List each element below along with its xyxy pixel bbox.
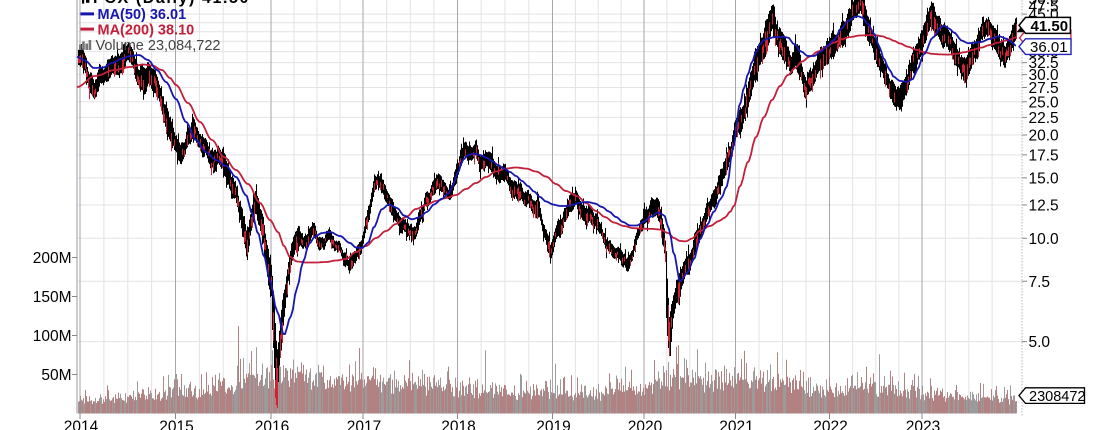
svg-text:7.5: 7.5 [1029, 274, 1051, 291]
svg-text:200M: 200M [33, 250, 72, 267]
svg-text:MA(50) 36.01: MA(50) 36.01 [98, 7, 187, 23]
svg-text:2019: 2019 [536, 419, 570, 430]
svg-text:22.5: 22.5 [1029, 110, 1059, 127]
svg-text:2022: 2022 [813, 419, 847, 430]
svg-text:100M: 100M [33, 328, 72, 345]
svg-text:23084722: 23084722 [1029, 389, 1094, 405]
svg-text:20.0: 20.0 [1029, 128, 1060, 145]
svg-text:10.0: 10.0 [1029, 231, 1060, 248]
svg-text:2023: 2023 [906, 419, 940, 430]
svg-text:17.5: 17.5 [1029, 148, 1059, 165]
svg-text:2020: 2020 [628, 419, 663, 430]
svg-text:2017: 2017 [347, 419, 381, 430]
svg-text:50M: 50M [41, 367, 71, 384]
svg-text:30.0: 30.0 [1029, 67, 1060, 84]
svg-text:2021: 2021 [719, 419, 753, 430]
svg-text:41.50: 41.50 [1031, 18, 1069, 35]
svg-text:5.0: 5.0 [1029, 334, 1051, 351]
svg-text:MA(200) 38.10: MA(200) 38.10 [98, 22, 195, 38]
svg-text:50.0: 50.0 [1029, 0, 1060, 8]
svg-text:12.5: 12.5 [1029, 198, 1059, 215]
svg-text:15.0: 15.0 [1029, 171, 1060, 188]
svg-text:150M: 150M [33, 289, 72, 306]
svg-text:2016: 2016 [255, 419, 289, 430]
svg-text:47.5: 47.5 [1029, 0, 1059, 16]
svg-text:Volume 23,084,722: Volume 23,084,722 [96, 38, 221, 54]
svg-text:32.5: 32.5 [1029, 55, 1059, 72]
svg-text:25.0: 25.0 [1029, 94, 1060, 111]
svg-text:36.01: 36.01 [1030, 39, 1068, 56]
svg-text:2014: 2014 [64, 419, 99, 430]
svg-text:FCX (Daily) 41.50: FCX (Daily) 41.50 [93, 0, 250, 7]
svg-text:2018: 2018 [441, 419, 475, 430]
svg-text:27.5: 27.5 [1029, 80, 1059, 97]
svg-text:2015: 2015 [159, 419, 193, 430]
